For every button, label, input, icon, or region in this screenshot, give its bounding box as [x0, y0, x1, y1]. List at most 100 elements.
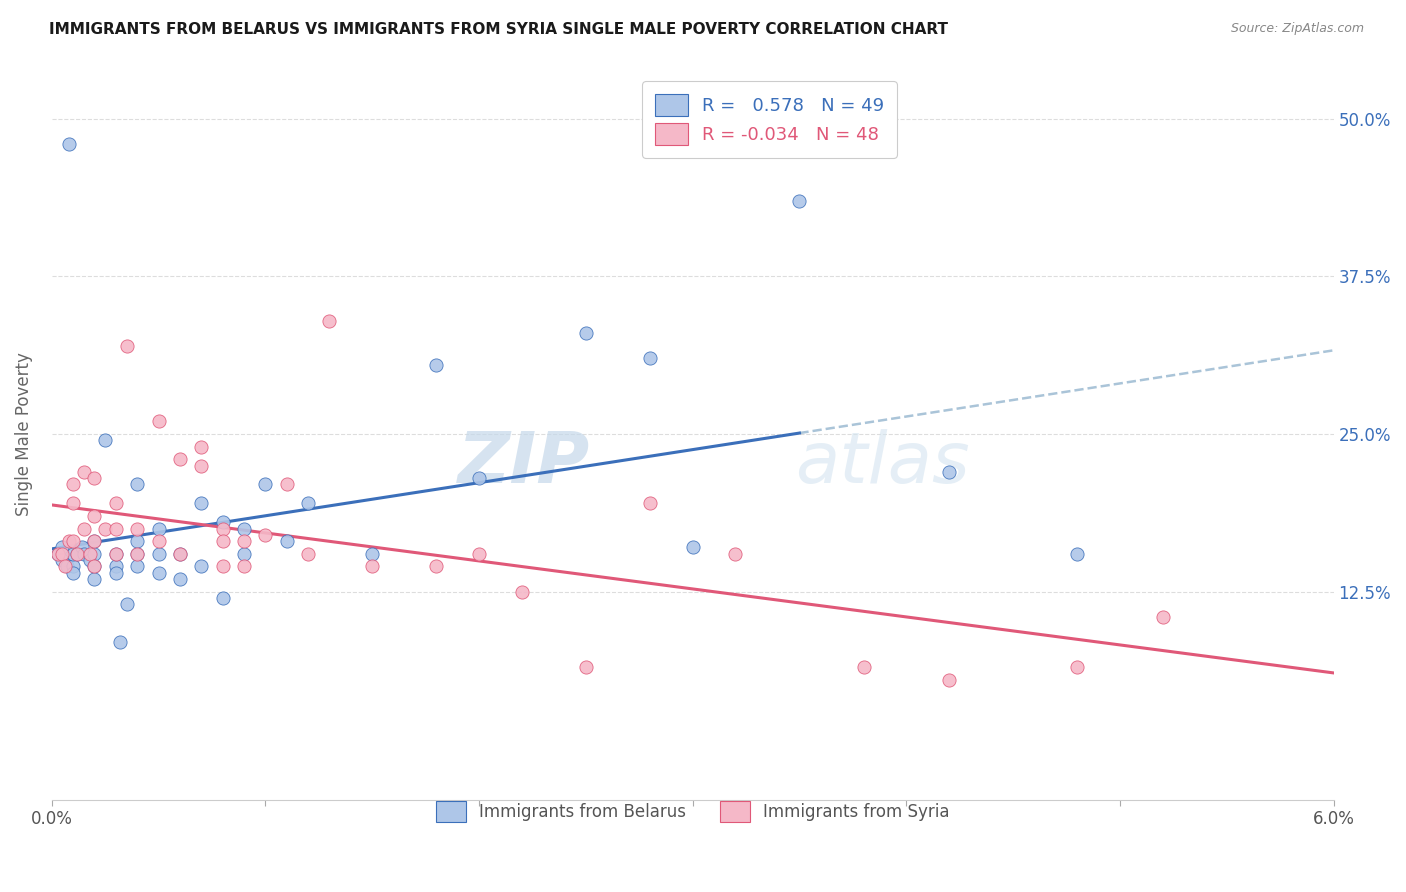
Point	[58, 137, 80, 152]
Point	[73, 522, 96, 536]
Y-axis label: Single Male Poverty: Single Male Poverty	[15, 352, 32, 516]
Point	[575, 660, 598, 674]
Point	[73, 547, 96, 561]
Point	[724, 547, 747, 561]
Point	[254, 528, 277, 542]
Point	[169, 547, 191, 561]
Point	[938, 465, 960, 479]
Point	[55, 559, 77, 574]
Point	[468, 547, 491, 561]
Point	[94, 522, 117, 536]
Point	[425, 358, 447, 372]
Point	[468, 471, 491, 485]
Point	[62, 547, 84, 561]
Point	[115, 339, 138, 353]
Point	[83, 547, 105, 561]
Point	[148, 414, 170, 428]
Point	[127, 547, 149, 561]
Point	[53, 559, 76, 574]
Point	[276, 534, 298, 549]
Point	[104, 522, 127, 536]
Text: Source: ZipAtlas.com: Source: ZipAtlas.com	[1230, 22, 1364, 36]
Point	[682, 541, 704, 555]
Point	[104, 566, 127, 580]
Point	[79, 553, 101, 567]
Point	[361, 547, 384, 561]
Point	[51, 553, 73, 567]
Point	[233, 522, 256, 536]
Point	[211, 515, 233, 529]
Point	[318, 313, 340, 327]
Point	[127, 477, 149, 491]
Point	[51, 541, 73, 555]
Point	[46, 547, 69, 561]
Point	[148, 547, 170, 561]
Text: ZIP: ZIP	[458, 429, 591, 498]
Point	[852, 660, 875, 674]
Point	[79, 547, 101, 561]
Point	[233, 534, 256, 549]
Point	[73, 465, 96, 479]
Point	[104, 496, 127, 510]
Point	[83, 572, 105, 586]
Point	[104, 547, 127, 561]
Legend: Immigrants from Belarus, Immigrants from Syria: Immigrants from Belarus, Immigrants from…	[423, 788, 963, 835]
Point	[190, 496, 212, 510]
Point	[70, 541, 93, 555]
Point	[127, 534, 149, 549]
Point	[115, 597, 138, 611]
Point	[104, 559, 127, 574]
Point	[169, 572, 191, 586]
Point	[62, 534, 84, 549]
Point	[62, 477, 84, 491]
Point	[211, 522, 233, 536]
Point	[83, 534, 105, 549]
Point	[46, 547, 69, 561]
Text: atlas: atlas	[796, 429, 970, 498]
Point	[425, 559, 447, 574]
Point	[62, 496, 84, 510]
Point	[1066, 547, 1088, 561]
Point	[104, 547, 127, 561]
Point	[211, 591, 233, 605]
Point	[169, 452, 191, 467]
Point	[190, 440, 212, 454]
Point	[1152, 609, 1174, 624]
Point	[148, 522, 170, 536]
Point	[254, 477, 277, 491]
Point	[361, 559, 384, 574]
Point	[297, 496, 319, 510]
Point	[83, 559, 105, 574]
Point	[789, 194, 811, 208]
Point	[94, 434, 117, 448]
Point	[575, 326, 598, 341]
Point	[62, 566, 84, 580]
Point	[83, 534, 105, 549]
Point	[190, 559, 212, 574]
Point	[190, 458, 212, 473]
Point	[638, 351, 661, 366]
Point	[66, 547, 89, 561]
Point	[127, 547, 149, 561]
Point	[938, 673, 960, 687]
Point	[211, 534, 233, 549]
Point	[127, 559, 149, 574]
Point	[148, 566, 170, 580]
Point	[233, 559, 256, 574]
Point	[148, 534, 170, 549]
Point	[127, 522, 149, 536]
Point	[169, 547, 191, 561]
Point	[297, 547, 319, 561]
Point	[233, 547, 256, 561]
Point	[638, 496, 661, 510]
Point	[83, 559, 105, 574]
Point	[51, 547, 73, 561]
Text: IMMIGRANTS FROM BELARUS VS IMMIGRANTS FROM SYRIA SINGLE MALE POVERTY CORRELATION: IMMIGRANTS FROM BELARUS VS IMMIGRANTS FR…	[49, 22, 948, 37]
Point	[83, 508, 105, 523]
Point	[62, 559, 84, 574]
Point	[510, 584, 533, 599]
Point	[276, 477, 298, 491]
Point	[108, 635, 131, 649]
Point	[211, 559, 233, 574]
Point	[66, 547, 89, 561]
